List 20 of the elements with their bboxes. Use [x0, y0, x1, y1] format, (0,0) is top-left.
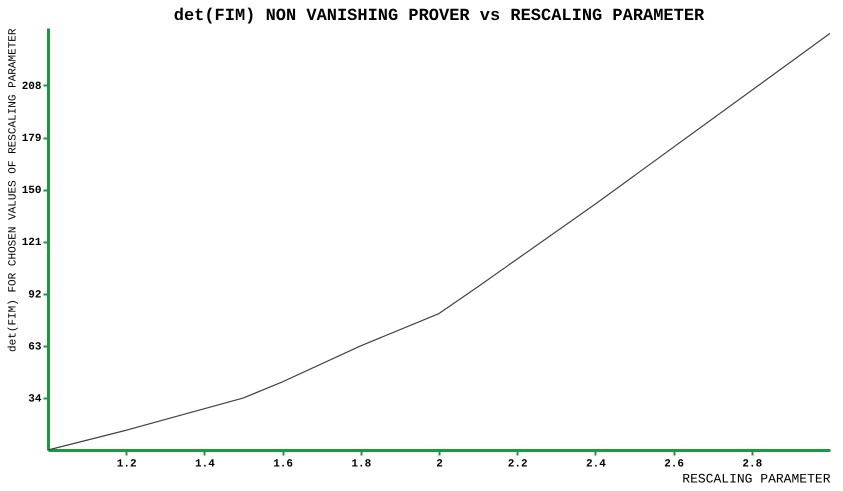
x-axis-title: RESCALING PARAMETER [682, 472, 831, 486]
line-series [47, 32, 831, 451]
y-tick-label: 121 [22, 237, 42, 250]
y-tick-label: 92 [28, 289, 42, 302]
chart-title: det(FIM) NON VANISHING PROVER vs RESCALING PARAMETER [174, 7, 706, 26]
y-tick-label: 150 [22, 185, 42, 198]
x-tick-label: 1.6 [273, 458, 294, 470]
y-tick-label: 179 [22, 133, 42, 146]
y-tick-label: 208 [22, 80, 42, 93]
y-tick-label: 34 [28, 393, 42, 406]
x-tick-label: 1.8 [351, 458, 372, 470]
x-tick-label: 2 [436, 458, 443, 470]
x-tick-label: 2.4 [586, 458, 606, 470]
y-axis-title: det(FIM) FOR CHOSEN VALUES OF RESCALING PARAMETER [8, 28, 20, 352]
x-tick-label: 2.8 [742, 458, 763, 470]
x-tick-label: 1.2 [116, 458, 137, 470]
x-tick-label: 2.6 [664, 458, 684, 470]
x-tick-label: 1.4 [194, 458, 216, 470]
y-tick-label: 63 [28, 341, 42, 354]
x-tick-label: 2.2 [508, 458, 528, 470]
